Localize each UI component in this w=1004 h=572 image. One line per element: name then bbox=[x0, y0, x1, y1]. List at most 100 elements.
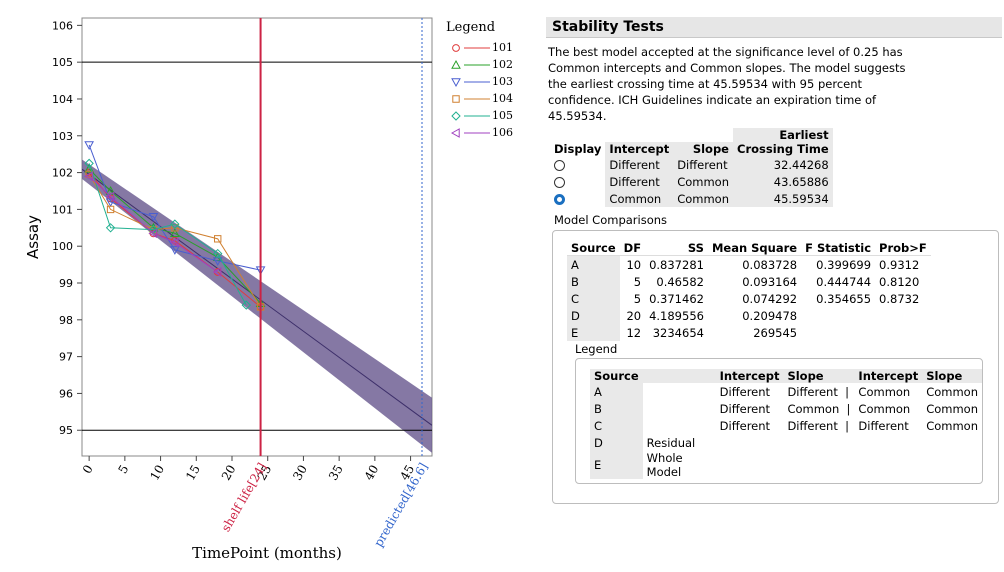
lg-cell bbox=[922, 451, 982, 479]
mc-cell: 12 bbox=[626, 325, 642, 340]
lg-cell: Common bbox=[926, 384, 978, 399]
lg-cell: A bbox=[590, 383, 643, 400]
y-tick-label: 104 bbox=[52, 93, 73, 106]
display-header: Display bbox=[554, 142, 602, 156]
lg-cell bbox=[716, 434, 784, 451]
legend-marker bbox=[452, 94, 490, 103]
report-description: The best model accepted at the significa… bbox=[548, 45, 906, 123]
series-line-104 bbox=[88, 174, 261, 308]
x-tick-label: 10 bbox=[147, 463, 167, 483]
mc-cell: 0.399699 bbox=[816, 257, 872, 272]
mc-cell: 5 bbox=[633, 274, 642, 289]
mc-row: C 5 0.371462 0.074292 0.354655 0.8732 bbox=[567, 290, 931, 307]
lg-header: Slope bbox=[783, 369, 855, 383]
legend-marker bbox=[451, 59, 490, 69]
legend-marker bbox=[450, 127, 490, 138]
lg-cell: Different bbox=[719, 384, 771, 399]
data-point-105 bbox=[213, 248, 223, 259]
legend-marker bbox=[452, 43, 490, 52]
test-intercept-cell: Different bbox=[605, 173, 674, 190]
lg-cell: Different bbox=[858, 418, 909, 433]
legend-item-103: 103 bbox=[446, 73, 528, 90]
y-tick-label: 97 bbox=[59, 351, 73, 364]
mc-cell: 20 bbox=[626, 308, 642, 323]
y-tick-label: 105 bbox=[52, 56, 73, 69]
mc-header: Mean Square bbox=[707, 241, 802, 256]
test-time-cell: 45.59534 bbox=[733, 190, 833, 207]
lg-cell: Residual bbox=[646, 435, 696, 450]
mc-header: Prob>F bbox=[875, 241, 931, 256]
lg-cell: Different | bbox=[787, 384, 850, 399]
data-point-106 bbox=[84, 171, 93, 182]
lg-cell bbox=[643, 417, 716, 434]
legend-title: Legend bbox=[446, 20, 496, 35]
mc-cell: D bbox=[567, 307, 620, 324]
mc-cell: 0.837281 bbox=[649, 257, 704, 272]
model-comparisons-box: Source DF SS Mean Square F Statistic Prob>F A… bbox=[552, 230, 999, 504]
x-tick-label: 35 bbox=[326, 463, 346, 483]
data-point-102 bbox=[170, 228, 180, 238]
y-tick-label: 98 bbox=[59, 314, 73, 327]
lg-cell: Common bbox=[858, 384, 911, 399]
legend-item-105: 105 bbox=[446, 107, 528, 124]
earliest-header-top: Earliest bbox=[733, 128, 833, 142]
lg-cell: C bbox=[590, 417, 643, 434]
mc-cell: 0.444744 bbox=[816, 274, 872, 289]
display-radio[interactable] bbox=[554, 159, 565, 171]
model-comparisons-label: Model Comparisons bbox=[554, 213, 668, 227]
y-tick-label: 102 bbox=[52, 167, 73, 180]
data-point-103 bbox=[148, 213, 159, 222]
series-line-106 bbox=[88, 175, 218, 273]
x-tick-label: 0 bbox=[80, 463, 96, 477]
earliest-header-bottom: Crossing Time bbox=[733, 142, 833, 156]
mc-cell: 10 bbox=[626, 257, 642, 272]
lg-cell: Common bbox=[926, 418, 978, 433]
lg-cell: D bbox=[590, 434, 643, 451]
legend-symbol bbox=[451, 110, 461, 121]
source-legend-table: Source Intercept Slope Intercept Slope A Diff… bbox=[590, 369, 982, 479]
x-tick-label: 15 bbox=[183, 463, 203, 483]
data-point-103 bbox=[84, 141, 94, 151]
model-comparisons-table: Source DF SS Mean Square F Statistic Prob>F A… bbox=[567, 241, 931, 341]
legend-label: 104 bbox=[492, 92, 513, 105]
mc-row: E 12 3234654 269545 bbox=[567, 324, 931, 341]
data-point-106 bbox=[169, 237, 179, 248]
lg-cell: E bbox=[590, 451, 643, 479]
test-slope-cell: Common bbox=[673, 190, 733, 207]
lg-cell: Whole Model bbox=[646, 451, 683, 479]
report-title: Stability Tests bbox=[546, 17, 1002, 38]
intercept-header: Intercept bbox=[605, 142, 674, 156]
y-axis-label: Assay bbox=[24, 215, 42, 259]
y-tick-label: 103 bbox=[52, 130, 73, 143]
lg-cell bbox=[922, 434, 982, 451]
x-tick-label: 20 bbox=[219, 463, 239, 483]
data-point-104 bbox=[106, 205, 115, 214]
lg-header: Intercept bbox=[854, 369, 923, 383]
mc-cell: 0.9312 bbox=[879, 257, 920, 272]
lg-header bbox=[642, 369, 716, 383]
x-tick-label: 25 bbox=[255, 463, 275, 483]
test-intercept-cell: Common bbox=[605, 190, 674, 207]
test-row: Different Different 32.44268 bbox=[550, 156, 833, 173]
mc-cell: 0.371462 bbox=[649, 291, 704, 306]
lg-header: Source bbox=[590, 369, 643, 383]
lg-cell bbox=[643, 400, 716, 417]
mc-cell bbox=[875, 324, 931, 341]
y-tick-label: 96 bbox=[59, 387, 73, 400]
lg-cell: Different bbox=[719, 418, 771, 433]
legend-item-106: 106 bbox=[446, 124, 528, 141]
data-point-106 bbox=[212, 267, 222, 277]
mc-cell bbox=[801, 324, 875, 341]
y-tick-label: 95 bbox=[59, 424, 73, 437]
mc-cell: B bbox=[567, 273, 620, 290]
mc-cell bbox=[801, 307, 875, 324]
x-axis-label: TimePoint (months) bbox=[192, 544, 342, 562]
y-tick-label: 100 bbox=[52, 240, 73, 253]
data-point-105 bbox=[105, 223, 116, 233]
display-radio[interactable] bbox=[554, 176, 565, 188]
data-point-105 bbox=[84, 158, 94, 169]
stability-plot: 95 96 97 98 99 100 101 102 103 104 105 106 0 5 10 15 20 2… bbox=[24, 17, 433, 562]
lg-cell: Different bbox=[719, 401, 771, 416]
source-legend-box: Source Intercept Slope Intercept Slope A Diff… bbox=[575, 358, 983, 484]
display-radio[interactable] bbox=[554, 193, 565, 205]
